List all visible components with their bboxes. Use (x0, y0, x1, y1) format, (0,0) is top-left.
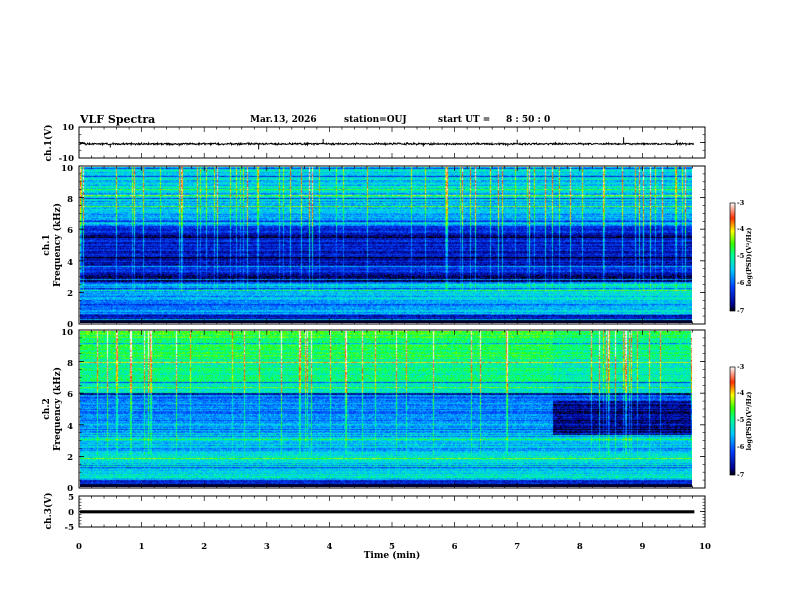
ch3-waveform-panel: 5 0 -5 ch.3(V) (43, 493, 706, 533)
ch1-spectrogram-channel-label: ch.1 (42, 234, 52, 255)
time-tick-9: 9 (639, 542, 645, 552)
ch2-spectrogram-canvas (80, 331, 692, 487)
ch2-colorbar-tick-m3: -3 (737, 363, 745, 371)
ch2-spectrogram-holder (80, 331, 692, 487)
ch1-colorbar-tick-m4: -4 (737, 225, 745, 233)
ch2-freq-tick-2: 2 (67, 453, 73, 463)
time-axis: 0 1 2 3 4 5 6 7 8 9 10 Time (min) (76, 542, 711, 561)
ch2-freq-tick-6: 6 (67, 390, 73, 400)
ch3-ytick-m5: -5 (65, 523, 75, 533)
ch1-waveform-trace (79, 141, 695, 147)
time-axis-label: Time (min) (364, 550, 421, 561)
ch2-spectrogram-ylabel: Frequency (kHz) (52, 367, 63, 451)
ch1-colorbar-tick-m7: -7 (737, 307, 744, 315)
time-tick-4: 4 (326, 542, 332, 552)
time-tick-2: 2 (201, 542, 207, 552)
ch1-colorbar: -3 -4 -5 -6 -7 log(PSD)(V²/Hz) (729, 199, 753, 315)
ch3-waveform-trace (80, 510, 695, 514)
ch2-spectrogram-frame (78, 329, 706, 489)
ch3-ytick-0: 0 (68, 508, 74, 518)
ch1-freq-tick-6: 6 (67, 226, 73, 236)
ch2-spectrogram-panel: 10 8 6 4 2 0 ch.2 Frequency (kHz) (42, 328, 706, 494)
time-tick-1: 1 (139, 542, 145, 552)
ch2-freq-tick-8: 8 (67, 359, 73, 369)
ch1-freq-tick-0: 0 (67, 320, 73, 330)
ch1-freq-tick-10: 10 (61, 164, 73, 174)
ch1-waveform-spikes (109, 137, 678, 150)
ch1-colorbar-tick-m3: -3 (737, 199, 745, 207)
ch1-freq-tick-2: 2 (67, 289, 73, 299)
ch3-waveform-frame (78, 495, 706, 528)
time-tick-8: 8 (577, 542, 583, 552)
ch1-waveform-ticks (78, 126, 706, 159)
ch1-waveform-ylabel: ch.1(V) (43, 125, 54, 162)
start-time-value: 8 : 50 : 0 (506, 115, 550, 125)
ch2-colorbar-tick-m5: -5 (737, 416, 745, 424)
ch1-spectrogram-holder (80, 167, 692, 323)
ch2-freq-tick-4: 4 (67, 422, 73, 432)
ch2-colorbar-gradient (729, 366, 736, 476)
ch1-waveform-panel: 10 -10 ch.1(V) (43, 123, 706, 164)
ch2-colorbar: -3 -4 -5 -6 -7 log(PSD)(V²/Hz) (729, 363, 753, 479)
ch1-colorbar-gradient (729, 202, 736, 312)
ch3-waveform-ylabel: ch.3(V) (43, 493, 54, 530)
time-tick-10: 10 (699, 542, 711, 552)
time-tick-0: 0 (76, 542, 82, 552)
date-label: Mar.13, 2026 (250, 115, 317, 125)
ch3-ytick-5: 5 (68, 493, 74, 503)
ch2-colorbar-tick-m7: -7 (737, 471, 744, 479)
ch1-spectrogram-ylabel: Frequency (kHz) (52, 203, 63, 287)
time-tick-5: 5 (389, 542, 395, 552)
ch1-spectrogram-canvas (80, 167, 692, 323)
start-ut-label: start UT = (438, 115, 490, 125)
ch2-freq-tick-10: 10 (61, 328, 73, 338)
ch1-spectrogram-panel: 10 8 6 4 2 0 ch.1 Frequency (kHz) (42, 164, 706, 330)
ch1-freq-tick-4: 4 (67, 258, 73, 268)
ch1-colorbar-tick-m6: -6 (737, 279, 745, 287)
ch2-colorbar-tick-m4: -4 (737, 389, 745, 397)
time-tick-3: 3 (264, 542, 270, 552)
ch1-freq-tick-8: 8 (67, 195, 73, 205)
ch1-waveform-ytick-top: 10 (62, 123, 74, 133)
ch2-freq-tick-0: 0 (67, 484, 73, 494)
ch2-colorbar-tick-m6: -6 (737, 443, 745, 451)
time-tick-7: 7 (514, 542, 520, 552)
ch1-waveform-ytick-bottom: -10 (59, 154, 74, 164)
ch1-colorbar-tick-m5: -5 (737, 252, 745, 260)
ch2-colorbar-label: log(PSD)(V²/Hz) (745, 392, 753, 451)
figure-title: VLF Spectra (79, 113, 155, 126)
ch1-colorbar-label: log(PSD)(V²/Hz) (745, 228, 753, 287)
ch1-waveform-frame (78, 126, 706, 159)
ch2-spectrogram-channel-label: ch.2 (42, 398, 52, 419)
station-label: station=OUJ (344, 115, 407, 125)
ch1-spectrogram-frame (78, 165, 706, 325)
time-tick-6: 6 (452, 542, 458, 552)
